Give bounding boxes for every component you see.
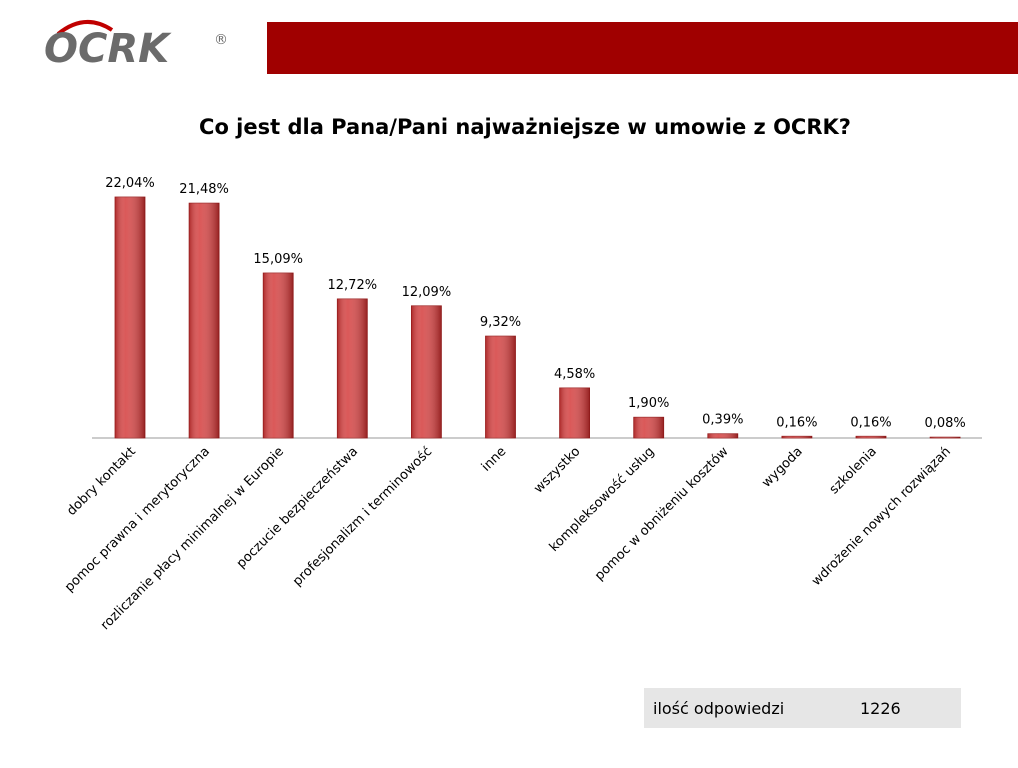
- value-label: 22,04%: [105, 176, 155, 191]
- bar-shade: [115, 197, 145, 438]
- bar-shade: [559, 387, 590, 438]
- category-label: profesjonalizm i terminowość: [290, 444, 435, 589]
- value-label: 12,72%: [328, 278, 378, 293]
- category-label: poczucie bezpieczeństwa: [234, 444, 361, 571]
- bar-shade: [781, 436, 812, 438]
- plot: 22,04% dobry kontakt 21,48% pomoc prawna i …: [62, 176, 966, 633]
- logo-text: OCRK: [44, 26, 172, 72]
- value-label: 0,39%: [702, 413, 743, 428]
- bar-shade: [633, 417, 664, 438]
- category-label: szkolenia: [827, 444, 880, 497]
- summary-label: ilość odpowiedzi: [653, 699, 784, 718]
- bar-shade: [856, 436, 886, 438]
- category-label: pomoc w obniżeniu kosztów: [592, 444, 732, 584]
- value-label: 0,16%: [776, 415, 817, 430]
- category-label: wszystko: [531, 444, 583, 496]
- bar-shade: [930, 437, 961, 438]
- summary-value: 1226: [860, 699, 901, 718]
- value-label: 21,48%: [179, 182, 229, 197]
- chart-title: Co jest dla Pana/Pani najważniejsze w um…: [199, 115, 851, 139]
- value-label: 1,90%: [628, 396, 669, 411]
- category-label: wygoda: [759, 444, 805, 490]
- logo-mark: ®: [214, 32, 228, 48]
- value-label: 15,09%: [253, 252, 303, 267]
- bar-shade: [189, 203, 220, 438]
- value-label: 9,32%: [480, 315, 521, 330]
- summary-box: [644, 688, 961, 728]
- bar-shade: [485, 336, 516, 438]
- category-label: dobry kontakt: [64, 444, 139, 519]
- value-label: 4,58%: [554, 367, 595, 382]
- logo-arc: [56, 20, 114, 36]
- bar-shade: [707, 433, 738, 438]
- value-label: 0,08%: [924, 416, 965, 431]
- category-label: wdrożenie nowych rozwiązań: [809, 444, 954, 589]
- bar-shade: [337, 298, 368, 438]
- category-label: inne: [479, 444, 509, 474]
- category-label: pomoc prawna i merytoryczna: [62, 444, 213, 595]
- value-label: 0,16%: [850, 415, 891, 430]
- value-label: 12,09%: [402, 285, 452, 300]
- bar-shade: [411, 305, 442, 438]
- header-band: [267, 22, 1018, 74]
- logo: OCRK ®: [44, 20, 228, 72]
- bar-shade: [263, 272, 294, 438]
